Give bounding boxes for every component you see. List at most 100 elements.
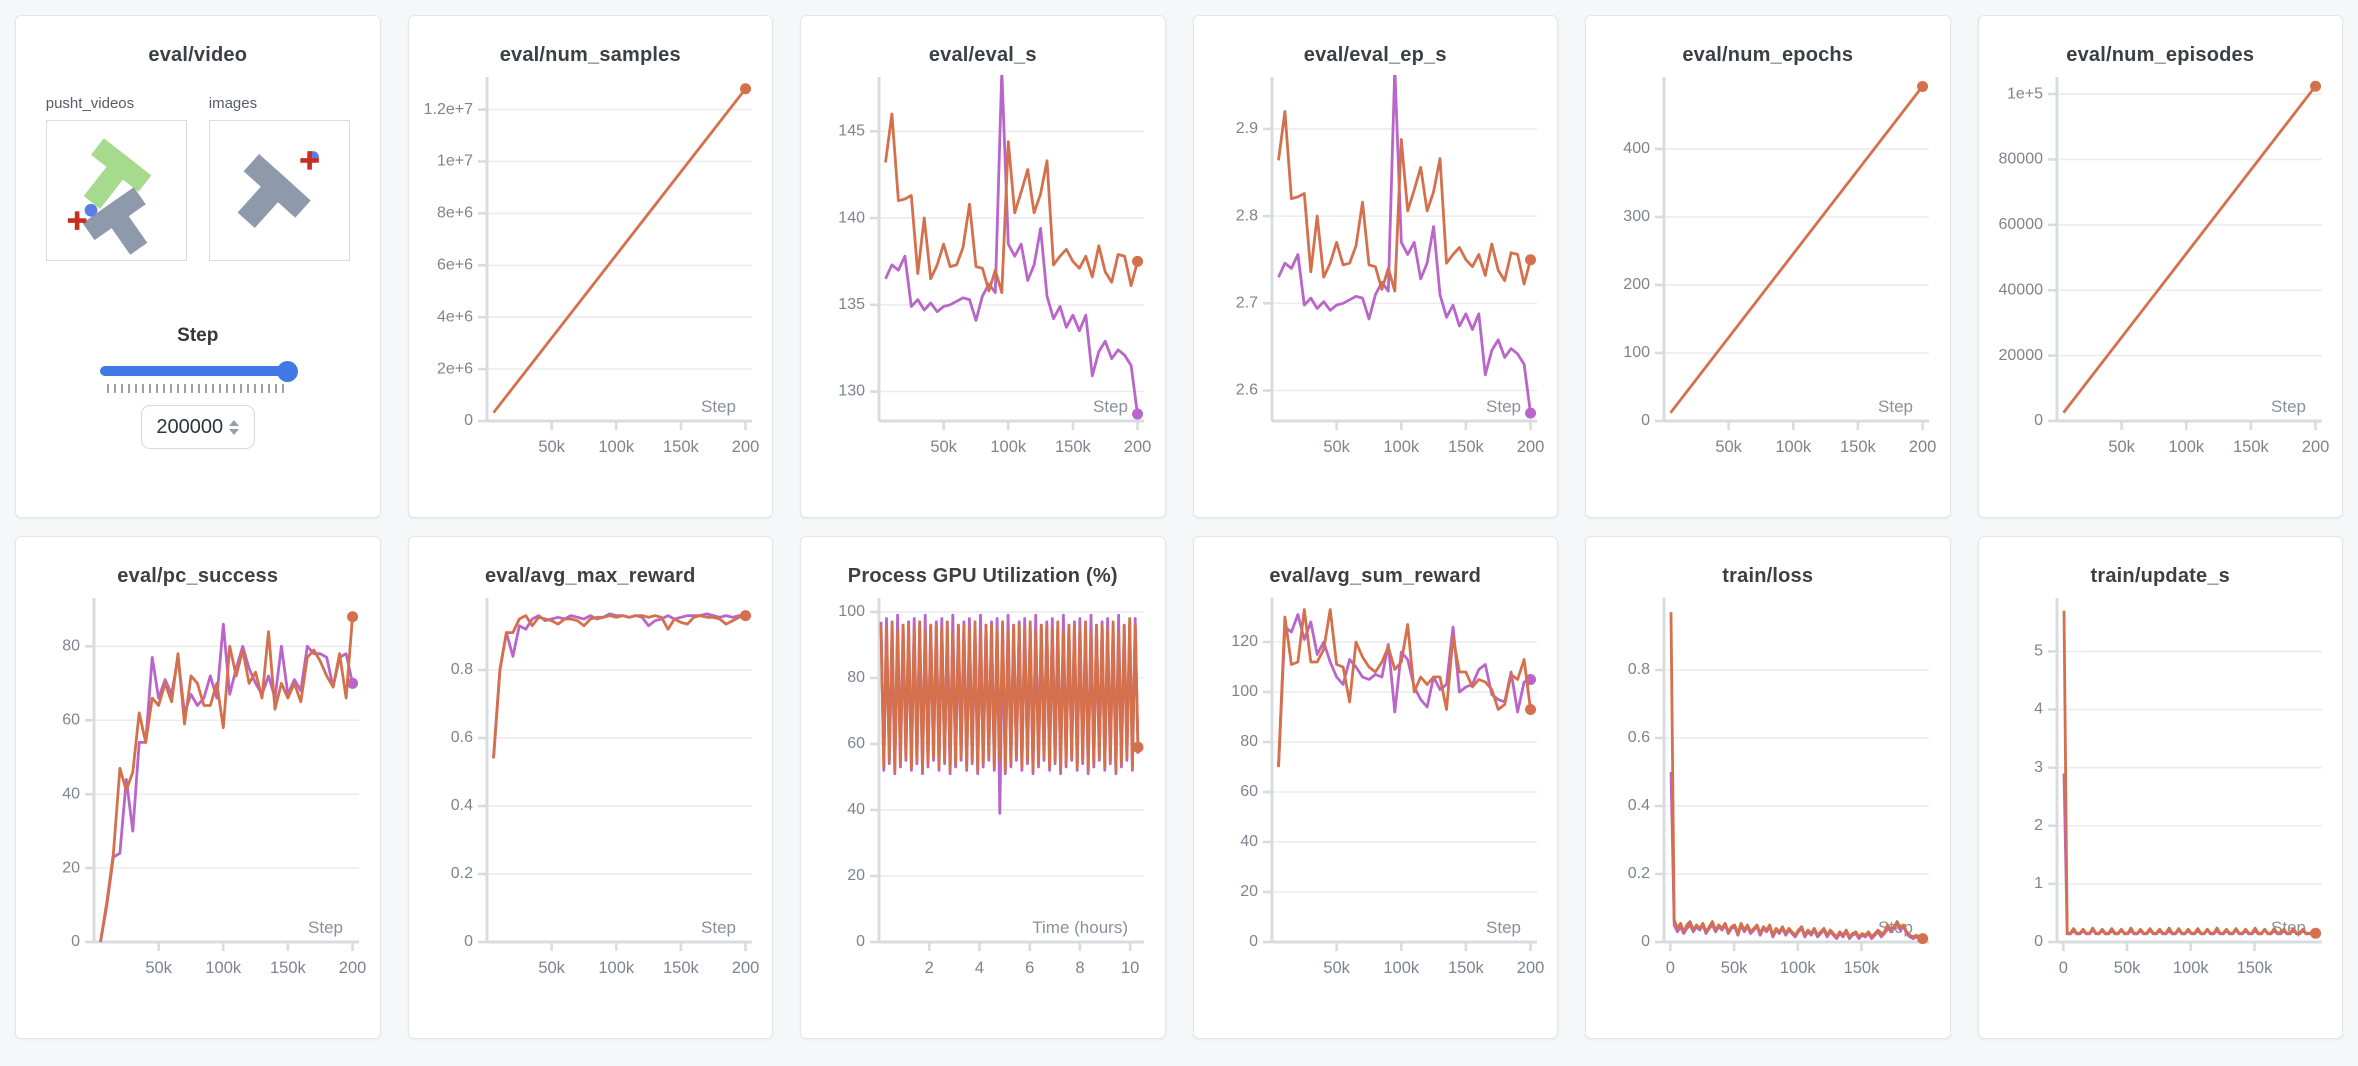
x-tick-label: 150k [663,438,700,456]
series-line-run-orange [879,617,1140,772]
chart-plot[interactable]: 0 20 40 60 80 50k 100k 150k 200 Step [28,592,369,1000]
y-tick-label: 0 [2034,412,2043,429]
step-value[interactable]: 200000 [156,415,224,438]
x-tick-label: 150k [1055,438,1092,456]
series-line-run-orange [1669,85,1924,414]
series-end-dot-run-orange [2309,80,2321,92]
x-tick-label: 2 [925,959,934,977]
y-tick-label: 60 [62,711,80,728]
y-tick-label: 100 [1231,683,1258,700]
y-tick-label: 4e+6 [436,308,472,325]
y-tick-label: 2.6 [1235,382,1257,399]
x-tick-label: 200 [2301,438,2329,456]
chart-plot[interactable]: 130 135 140 145 50k 100k 150k 200 Step [813,71,1154,479]
stepper-buttons[interactable] [229,419,240,435]
y-tick-label: 0 [1249,933,1258,950]
x-tick-label: 50k [1323,438,1350,456]
chart-title: eval/eval_ep_s [1303,44,1447,66]
y-tick-label: 100 [838,603,865,620]
series-end-dot-run-orange [1132,255,1144,267]
chart-svg: 0 100 200 300 400 50k 100k 150k 200 Step [1623,77,1936,456]
chart-svg: 0 20000 40000 60000 80000 1e+5 50k 100k 150k 200 S… [1998,77,2329,456]
media-thumbnail-pusht-videos[interactable] [45,120,187,261]
stepper-up-icon[interactable] [229,419,240,426]
series-end-dot-run-orange [1917,933,1929,944]
target-cross-icon [300,151,319,170]
series-group [884,75,1144,420]
y-tick-label: 20 [1240,883,1258,900]
y-tick-label: 60000 [1998,216,2043,233]
slider-thumb[interactable] [276,361,298,382]
chart-plot[interactable]: 0 20 40 60 80 100 2 4 6 8 10 Time (hours) [813,592,1154,1000]
gray-t-shape [237,154,311,229]
agent-dot [84,203,98,217]
y-tick-label: 80 [62,638,80,655]
y-tick-label: 0 [464,933,473,950]
y-tick-label: 0.6 [1628,729,1650,746]
panel-chart-train-update-s: train/update_s 0 1 2 3 4 5 0 50k 100k 150k Step [1977,536,2343,1039]
y-tick-label: 0 [2034,933,2043,950]
y-tick-label: 2.7 [1235,295,1257,312]
y-tick-label: 20000 [1998,347,2043,364]
panel-chart-eval-num-episodes: eval/num_episodes 0 20000 40000 60000 80000 1… [1977,15,2343,518]
y-tick-label: 0.8 [1628,661,1650,678]
x-tick-label: 100k [1383,959,1420,977]
chart-plot[interactable]: 0 20000 40000 60000 80000 1e+5 50k 100k 150k 200 S… [1991,71,2332,479]
x-tick-label: 150k [2233,438,2270,456]
chart-plot[interactable]: 0 0.2 0.4 0.6 0.8 0 50k 100k 150k Step [1598,592,1939,1000]
chart-plot[interactable]: 2.6 2.7 2.8 2.9 50k 100k 150k 200 Step [1206,71,1547,479]
x-axis-label: Time (hours) [1032,918,1128,937]
chart-title: eval/num_samples [499,44,681,66]
panel-chart-eval-num-epochs: eval/num_epochs 0 100 200 300 400 50k 100k 150k… [1585,15,1951,518]
series-line-run-purple [99,622,354,943]
x-tick-label: 100k [1383,438,1420,456]
chart-plot[interactable]: 0 2e+6 4e+6 6e+6 8e+6 1e+7 1.2e+7 50k 100k 150k 20… [421,71,762,479]
y-tick-label: 2.9 [1235,120,1257,137]
chart-title: eval/num_epochs [1682,44,1854,66]
series-line-run-purple [1276,613,1531,768]
series-group [1669,80,1929,414]
y-tick-label: 20 [62,859,80,876]
chart-plot[interactable]: 0 0.2 0.4 0.6 0.8 50k 100k 150k 200 Step [421,592,762,1000]
x-tick-label: 4 [975,959,984,977]
chart-plot[interactable]: 0 1 2 3 4 5 0 50k 100k 150k Step [1991,592,2332,1000]
panel-chart-eval-pc-success: eval/pc_success 0 20 40 60 80 50k 100k 150k 200 S… [15,536,381,1039]
y-tick-label: 0 [71,933,80,950]
media-thumbnail-images[interactable] [208,120,350,261]
pusht-scene-image [67,138,152,255]
y-tick-label: 0.2 [450,865,472,882]
series-group [1669,612,1929,944]
y-tick-label: 1e+5 [2006,85,2042,102]
y-tick-label: 2 [2034,817,2043,834]
x-tick-label: 150k [1448,438,1485,456]
x-tick-label: 50k [1323,959,1350,977]
x-tick-label: 50k [538,438,565,456]
chart-title: eval/avg_sum_reward [1269,565,1482,587]
chart-title: eval/eval_s [928,44,1037,66]
slider-track[interactable] [99,366,296,376]
x-axis-label: Step [2271,397,2306,416]
panel-chart-eval-eval-ep-s: eval/eval_ep_s 2.6 2.7 2.8 2.9 50k 100k 150k 20… [1192,15,1558,518]
x-tick-label: 150k [270,959,307,977]
x-tick-label: 50k [538,959,565,977]
chart-title: train/update_s [2090,565,2230,587]
x-tick-label: 100k [598,438,635,456]
x-tick-label: 100k [598,959,635,977]
green-t-shape [83,138,152,209]
step-slider[interactable] [99,361,298,382]
x-axis-label: Step [1486,918,1521,937]
y-tick-label: 0.6 [450,729,472,746]
panel-chart-eval-num-samples: eval/num_samples 0 2e+6 4e+6 6e+6 8e+6 1e+7 1.… [407,15,773,518]
series-end-dot-run-orange [1524,704,1536,715]
chart-plot[interactable]: 0 20 40 60 80 100 120 50k 100k 150k 200 Step [1206,592,1547,1000]
y-tick-label: 1 [2034,875,2043,892]
stepper-down-icon[interactable] [229,428,240,435]
panel-chart-gpu-utilization: Process GPU Utilization (%) 0 20 40 60 80 100… [800,536,1166,1039]
media-col-pusht-videos: pusht_videos [45,95,187,261]
x-tick-label: 50k [2108,438,2135,456]
x-axis-label: Step [1486,397,1521,416]
x-tick-label: 50k [145,959,172,977]
step-input[interactable]: 200000 [140,405,255,449]
chart-plot[interactable]: 0 100 200 300 400 50k 100k 150k 200 Step [1598,71,1939,479]
